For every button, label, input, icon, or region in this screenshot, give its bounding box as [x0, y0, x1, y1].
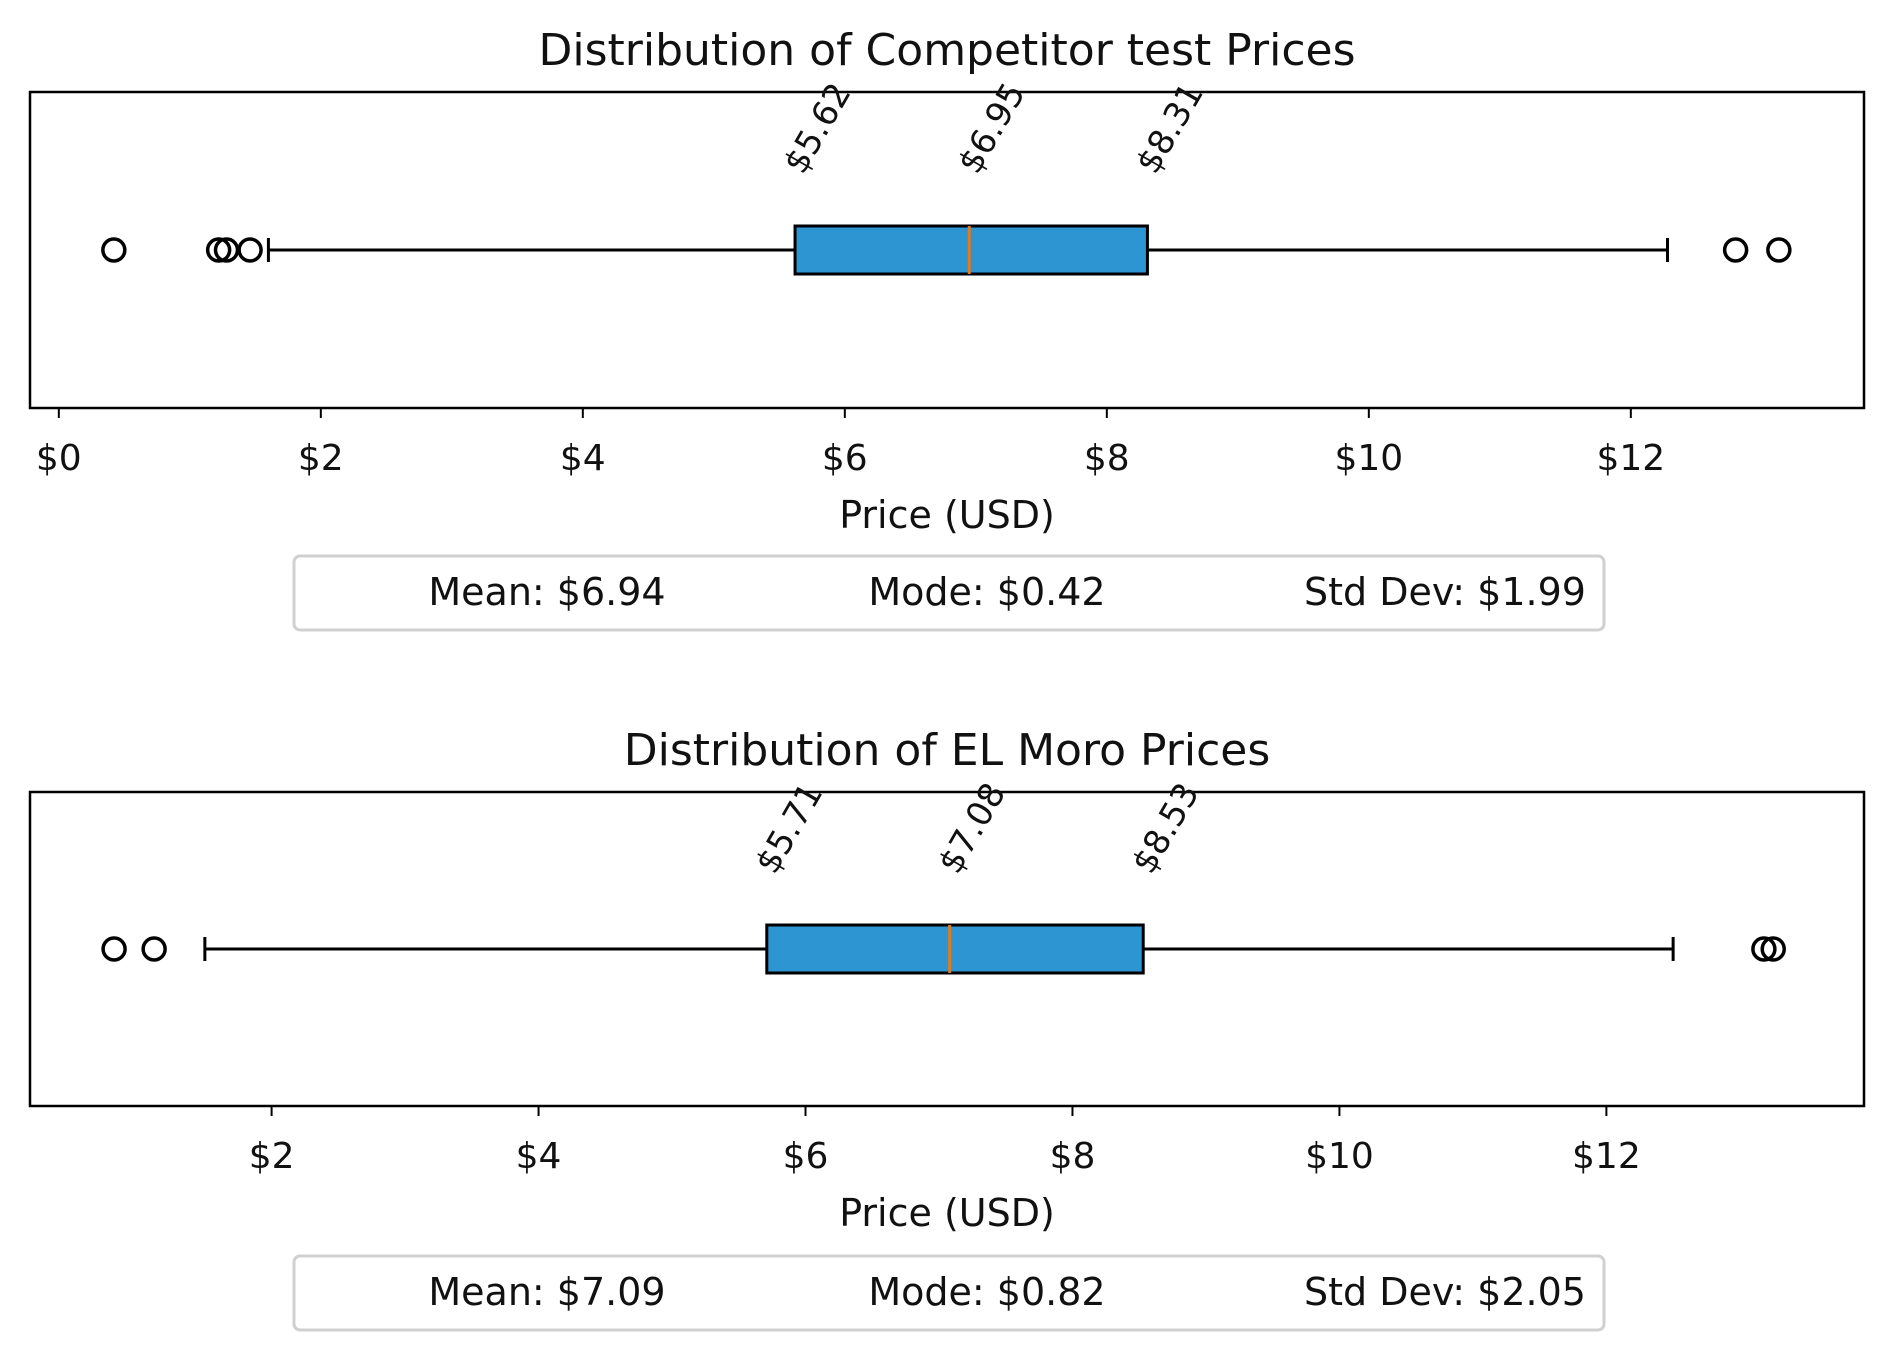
- outlier-point: [1722, 237, 1749, 263]
- chart-title: Distribution of Competitor test Prices: [538, 25, 1355, 76]
- stats-item: Mean: $7.09: [428, 1270, 665, 1314]
- box-iqr: [765, 923, 1145, 975]
- x-tick-label: $4: [560, 438, 606, 479]
- x-tick-label: $12: [1596, 438, 1665, 479]
- stats-item: Mode: $0.82: [868, 1270, 1105, 1314]
- stats-item: Mean: $6.94: [428, 570, 665, 614]
- outlier-point: [101, 936, 127, 962]
- x-tick-label: $10: [1305, 1136, 1374, 1177]
- x-tick-label: $4: [516, 1136, 562, 1177]
- stats-box: [292, 1254, 1606, 1332]
- x-tick-label: $0: [36, 438, 82, 479]
- chart-title: Distribution of EL Moro Prices: [624, 725, 1271, 776]
- outlier-point: [101, 237, 127, 263]
- x-tick-label: $8: [1084, 438, 1130, 479]
- outlier-point: [237, 237, 263, 263]
- plot-frame: [28, 790, 1866, 1108]
- x-tick-label: $6: [783, 1136, 829, 1177]
- outlier-point: [1766, 237, 1792, 263]
- outlier-point: [141, 936, 167, 962]
- chart-panel-1: Distribution of Competitor test Prices $0…: [28, 25, 1866, 632]
- stats-box: [292, 554, 1606, 632]
- chart-panel-2: Distribution of EL Moro Prices $2 $4 $6 $8 $1…: [28, 725, 1866, 1332]
- outlier-point: [1760, 936, 1786, 962]
- x-tick-label: $6: [822, 438, 868, 479]
- stats-item: Std Dev: $1.99: [1304, 570, 1586, 614]
- outlier-point: [205, 237, 232, 263]
- x-tick-label: $8: [1050, 1136, 1096, 1177]
- x-tick-label: $10: [1334, 438, 1403, 479]
- outlier-point: [1751, 936, 1777, 962]
- x-tick-label: $12: [1572, 1136, 1641, 1177]
- plot-frame: [28, 90, 1866, 410]
- box-iqr: [793, 224, 1149, 276]
- stats-item: Mode: $0.42: [868, 570, 1105, 614]
- x-axis-label: Price (USD): [839, 493, 1055, 537]
- stats-item: Std Dev: $2.05: [1304, 1270, 1586, 1314]
- x-tick-label: $2: [298, 438, 344, 479]
- x-axis-label: Price (USD): [839, 1191, 1055, 1235]
- x-tick-label: $2: [249, 1136, 295, 1177]
